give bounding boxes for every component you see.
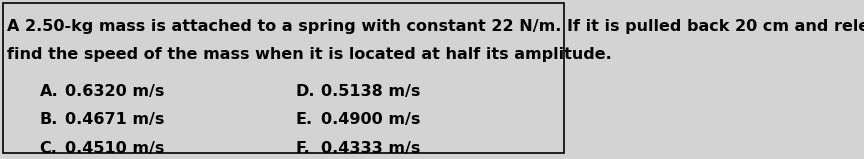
Text: 0.4333 m/s: 0.4333 m/s [321, 141, 420, 156]
FancyBboxPatch shape [3, 3, 564, 153]
Text: find the speed of the mass when it is located at half its amplitude.: find the speed of the mass when it is lo… [7, 47, 612, 62]
Text: A.: A. [40, 84, 59, 99]
Text: D.: D. [295, 84, 314, 99]
Text: 0.6320 m/s: 0.6320 m/s [66, 84, 165, 99]
Text: 0.4900 m/s: 0.4900 m/s [321, 113, 420, 128]
Text: C.: C. [40, 141, 58, 156]
Text: 0.5138 m/s: 0.5138 m/s [321, 84, 420, 99]
Text: E.: E. [295, 113, 312, 128]
Text: 0.4671 m/s: 0.4671 m/s [66, 113, 165, 128]
Text: B.: B. [40, 113, 58, 128]
Text: F.: F. [295, 141, 310, 156]
Text: A 2.50-kg mass is attached to a spring with constant 22 N/m. If it is pulled bac: A 2.50-kg mass is attached to a spring w… [7, 19, 864, 34]
Text: 0.4510 m/s: 0.4510 m/s [66, 141, 165, 156]
